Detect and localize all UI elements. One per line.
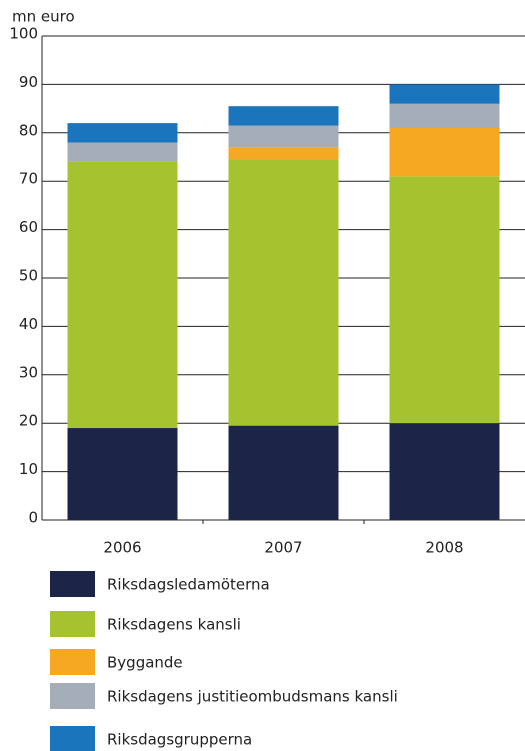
x-tick-label: 2008	[425, 539, 463, 557]
legend-swatch	[50, 649, 95, 675]
bar-segment	[67, 123, 178, 143]
y-tick-label: 30	[19, 363, 38, 381]
legend-swatch	[50, 683, 95, 709]
bar-segment	[389, 423, 500, 520]
legend-swatch	[50, 611, 95, 637]
y-axis-label: mn euro	[12, 8, 75, 26]
y-tick-label: 70	[19, 170, 38, 188]
y-tick-label: 40	[19, 315, 38, 333]
bar-segment	[389, 84, 500, 104]
y-tick-label: 20	[19, 412, 38, 430]
legend-label: Riksdagens justitieombudsmans kansli	[107, 688, 398, 706]
bar-segment	[67, 428, 178, 520]
legend-swatch	[50, 571, 95, 597]
legend-label: Riksdagens kansli	[107, 616, 241, 634]
bar-segment	[67, 161, 178, 429]
x-tick-label: 2007	[264, 539, 302, 557]
y-tick-label: 50	[19, 267, 38, 285]
bar-segment	[389, 103, 500, 128]
bar-segment	[389, 176, 500, 424]
legend-label: Riksdagsgrupperna	[107, 731, 252, 749]
y-tick-label: 100	[9, 25, 38, 43]
bar-segment	[228, 106, 339, 126]
bar-segment	[228, 159, 339, 426]
bar-segment	[228, 125, 339, 148]
bar-segment	[389, 127, 500, 177]
legend-label: Byggande	[107, 654, 183, 672]
bar-segment	[228, 147, 339, 160]
x-tick-label: 2006	[103, 539, 141, 557]
y-tick-label: 80	[19, 121, 38, 139]
legend-swatch	[50, 726, 95, 751]
y-tick-label: 10	[19, 460, 38, 478]
bar-segment	[228, 425, 339, 520]
y-tick-label: 0	[28, 509, 38, 527]
legend-label: Riksdagsledamöterna	[107, 576, 270, 594]
y-tick-label: 90	[19, 73, 38, 91]
y-tick-label: 60	[19, 218, 38, 236]
bar-segment	[67, 142, 178, 162]
